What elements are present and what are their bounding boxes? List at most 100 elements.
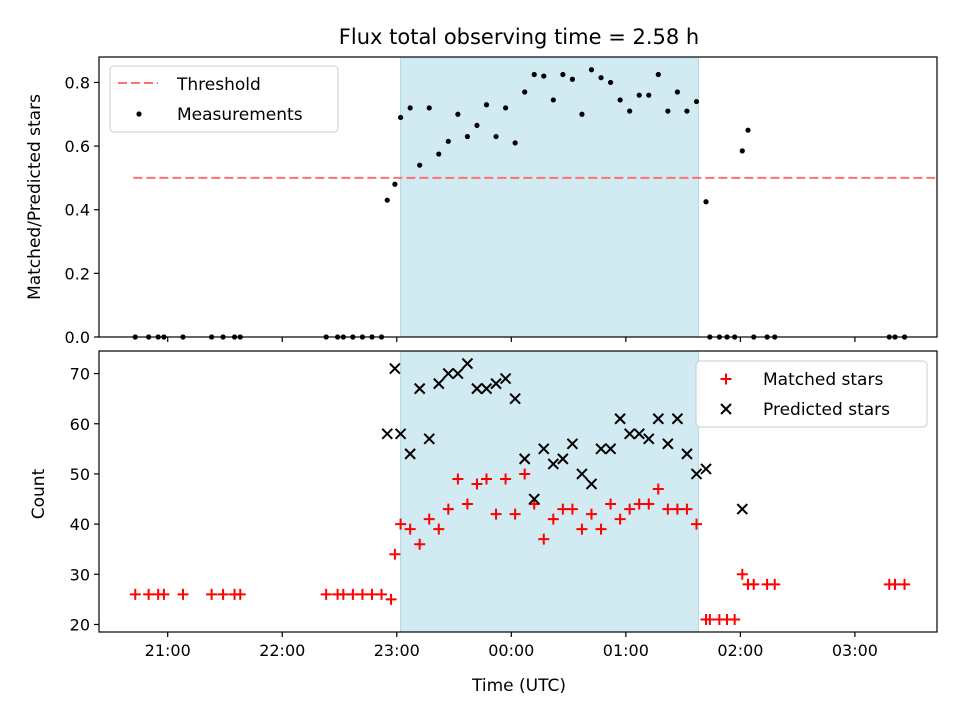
matched-stars-point xyxy=(547,513,559,525)
matched-stars-point xyxy=(671,503,683,515)
x-axis-label: Time (UTC) xyxy=(471,676,566,696)
bottom-y-tick-label: 20 xyxy=(70,615,90,634)
top-axes-frame xyxy=(98,56,938,338)
matched-stars-point xyxy=(423,513,435,525)
matched-stars-point xyxy=(234,588,246,600)
predicted-stars-point xyxy=(604,443,617,455)
matched-stars-point xyxy=(206,588,218,600)
bottom-observing-span xyxy=(400,350,699,633)
matched-stars-point xyxy=(356,588,368,600)
top-y-tick-label: 0.6 xyxy=(65,137,90,156)
top-y-tick-label: 0.4 xyxy=(65,201,90,220)
measurement-point xyxy=(636,92,642,98)
measurement-point xyxy=(560,71,566,78)
predicted-stars-point xyxy=(394,428,407,440)
measurement-point xyxy=(627,108,633,114)
matched-stars-point xyxy=(490,508,502,520)
predicted-stars-point xyxy=(633,428,645,440)
chart-title: Flux total observing time = 2.58 h xyxy=(339,25,699,49)
matched-stars-point xyxy=(395,518,407,530)
top-observing-span xyxy=(400,56,699,338)
measurement-point xyxy=(531,71,537,78)
top-panel: 0.0 0.2 0.4 0.6 0.8 Threshold Measurements xyxy=(65,56,938,347)
predicted-stars-point xyxy=(381,428,393,440)
matched-stars-point xyxy=(158,588,170,600)
measurement-point xyxy=(739,148,745,154)
bottom-panel: 20 30 40 50 60 70 21:00 22:00 23:00 00:00 01:00 02:… xyxy=(70,350,938,660)
matched-stars-point xyxy=(729,613,741,625)
measurement-point xyxy=(426,105,432,111)
bottom-y-tick-label: 40 xyxy=(70,515,90,534)
measurement-point xyxy=(455,111,461,117)
predicted-stars-point xyxy=(480,382,493,395)
matched-stars-point xyxy=(614,513,626,525)
matched-stars-point xyxy=(452,473,464,485)
matched-stars-point xyxy=(538,533,550,545)
measurement-point xyxy=(483,102,490,108)
bottom-y-tick-label: 50 xyxy=(70,465,90,484)
predicted-stars-point xyxy=(509,392,521,405)
matched-stars-point xyxy=(899,578,911,590)
matched-stars-point xyxy=(748,578,760,590)
predicted-stars-point xyxy=(681,448,693,460)
predicted-stars-point xyxy=(528,493,540,505)
matched-stars-point xyxy=(414,538,426,550)
matched-stars-point xyxy=(704,613,716,625)
predicted-stars-point xyxy=(499,372,512,385)
measurement-point xyxy=(436,151,442,157)
measurement-point xyxy=(407,105,413,111)
measurement-point xyxy=(541,73,547,79)
measurement-point xyxy=(665,108,671,114)
predicted-stars-point xyxy=(576,468,588,480)
predicted-stars-point xyxy=(736,503,749,515)
measurement-point xyxy=(588,67,595,73)
matched-stars-point xyxy=(442,503,454,515)
predicted-stars-point xyxy=(557,453,569,465)
measurement-point xyxy=(703,199,709,205)
matched-stars-point xyxy=(320,588,332,600)
measurement-point xyxy=(512,140,518,146)
legend-predicted-label: Predicted stars xyxy=(763,400,890,420)
matched-stars-point xyxy=(217,588,229,600)
predicted-stars-point xyxy=(413,382,426,395)
predicted-stars-point xyxy=(538,443,550,455)
matched-stars-point xyxy=(652,483,664,495)
matched-stars-point xyxy=(889,578,901,590)
matched-stars-point xyxy=(177,588,189,600)
predicted-stars-point xyxy=(652,413,665,425)
matched-stars-point xyxy=(376,588,388,600)
matched-stars-point xyxy=(481,473,493,485)
measurement-point xyxy=(550,97,556,103)
measurement-point xyxy=(598,75,604,81)
measurement-point xyxy=(502,105,509,111)
matched-stars-point xyxy=(585,508,597,520)
matched-stars-point xyxy=(605,498,617,510)
matched-stars-point xyxy=(690,518,702,530)
legend-threshold-label: Threshold xyxy=(176,75,261,95)
matched-stars-point xyxy=(509,508,521,520)
measurement-point xyxy=(745,127,751,133)
matched-stars-point xyxy=(404,523,416,535)
predicted-stars-point xyxy=(585,478,598,490)
measurement-point xyxy=(693,98,700,105)
measurement-point xyxy=(569,76,576,82)
matched-stars-point xyxy=(769,578,781,590)
matched-stars-point xyxy=(433,523,445,535)
predicted-stars-point xyxy=(643,433,655,445)
matched-stars-point xyxy=(643,498,655,510)
matched-stars-point xyxy=(347,588,359,600)
top-y-tick-label: 0.8 xyxy=(65,73,90,92)
matched-stars-point xyxy=(385,593,397,605)
bottom-y-tick-label: 70 xyxy=(70,365,90,384)
predicted-stars-point xyxy=(404,448,416,460)
predicted-stars-point xyxy=(700,463,712,475)
matched-stars-point xyxy=(557,503,569,515)
predicted-stars-point xyxy=(690,468,703,480)
measurement-point xyxy=(579,111,585,117)
predicted-stars-point xyxy=(490,377,502,390)
predicted-stars-point xyxy=(566,438,579,450)
x-tick-label: 03:00 xyxy=(832,641,878,660)
measurement-point xyxy=(674,89,680,95)
matched-stars-point xyxy=(389,548,401,560)
